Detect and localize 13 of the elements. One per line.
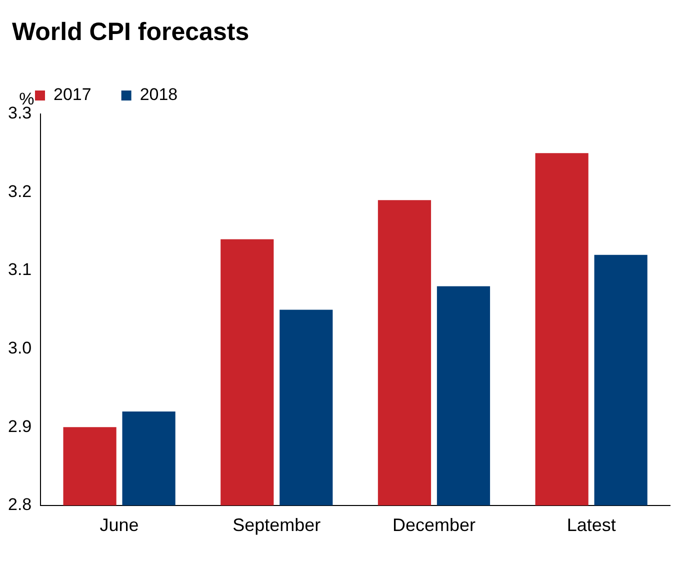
x-tick-label: Latest [566,515,616,536]
legend-label: 2017 [54,85,92,104]
x-tick-label: December [392,515,476,536]
y-tick-label: 3.1 [8,260,32,280]
y-tick-label: 3.0 [8,338,32,358]
y-tick-label: 3.3 [8,104,32,123]
chart-title: World CPI forecasts [12,18,250,47]
y-tick-label: 2.8 [8,495,32,514]
x-tick-label: September [232,515,321,536]
legend-label: 2018 [140,85,178,104]
x-tick-label: June [100,515,139,536]
y-tick-label: 3.2 [8,182,32,201]
y-tick-label: 2.9 [8,416,32,436]
